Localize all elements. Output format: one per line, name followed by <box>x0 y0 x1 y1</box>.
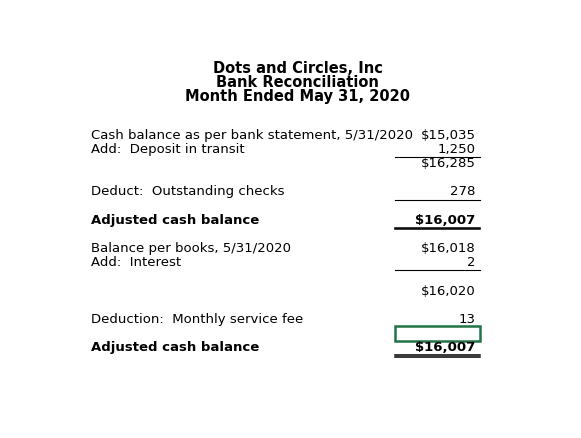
Text: $16,007: $16,007 <box>415 214 476 227</box>
Text: $16,018: $16,018 <box>421 242 476 255</box>
Text: Deduction:  Monthly service fee: Deduction: Monthly service fee <box>91 313 303 326</box>
Text: Dots and Circles, Inc: Dots and Circles, Inc <box>213 61 383 76</box>
Bar <box>394 326 480 341</box>
Text: Balance per books, 5/31/2020: Balance per books, 5/31/2020 <box>91 242 290 255</box>
Text: 13: 13 <box>458 313 476 326</box>
Text: Add:  Interest: Add: Interest <box>91 256 181 269</box>
Text: Cash balance as per bank statement, 5/31/2020: Cash balance as per bank statement, 5/31… <box>91 129 413 141</box>
Text: Adjusted cash balance: Adjusted cash balance <box>91 214 259 227</box>
Text: Adjusted cash balance: Adjusted cash balance <box>91 341 259 354</box>
Text: Add:  Deposit in transit: Add: Deposit in transit <box>91 143 244 156</box>
Text: $16,020: $16,020 <box>421 285 476 297</box>
Text: 278: 278 <box>450 185 476 198</box>
Text: Bank Reconciliation: Bank Reconciliation <box>216 75 379 90</box>
Text: 1,250: 1,250 <box>437 143 476 156</box>
Text: $16,285: $16,285 <box>421 157 476 170</box>
Text: $15,035: $15,035 <box>421 129 476 141</box>
Text: $16,007: $16,007 <box>415 341 476 354</box>
Text: Deduct:  Outstanding checks: Deduct: Outstanding checks <box>91 185 284 198</box>
Text: 2: 2 <box>467 256 476 269</box>
Text: Month Ended May 31, 2020: Month Ended May 31, 2020 <box>185 89 410 104</box>
